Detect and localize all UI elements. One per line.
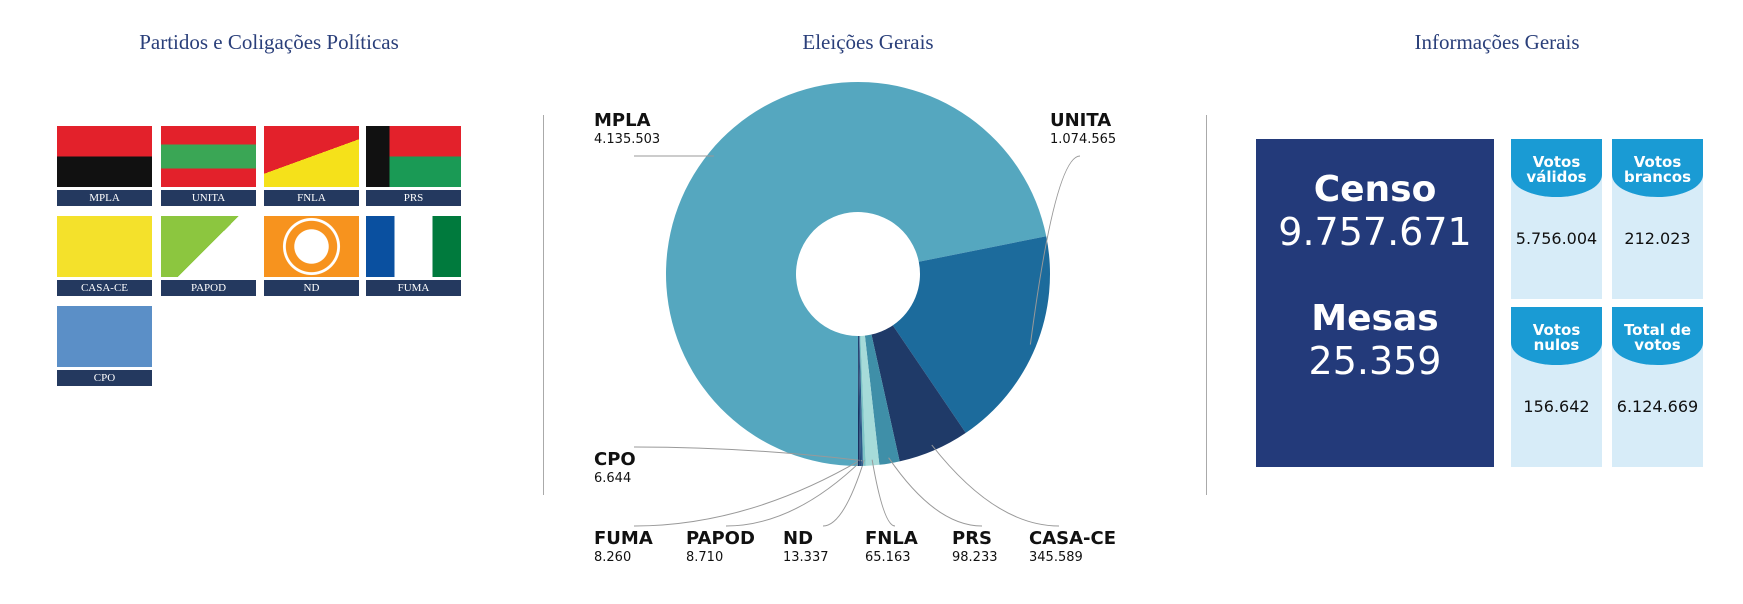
vote-box-value: 212.023 [1624, 229, 1691, 248]
vote-box: Votos brancos 212.023 [1612, 139, 1703, 299]
slice-value: 1.074.565 [1050, 132, 1116, 147]
vote-box-value: 6.124.669 [1616, 397, 1699, 416]
leader-line [822, 459, 865, 527]
pie-slice [666, 82, 1047, 466]
party-flag [366, 216, 461, 277]
mesas-label: Mesas [1311, 298, 1439, 339]
vote-box-value: 5.756.004 [1515, 229, 1598, 248]
leader-line [633, 459, 861, 527]
censo-label: Censo [1313, 169, 1437, 210]
leader-line [871, 459, 896, 527]
slice-value: 8.260 [594, 550, 631, 565]
slice-label: FNLA [865, 528, 918, 549]
party-label: UNITA [161, 190, 256, 206]
leader-line [725, 459, 863, 527]
party-label: MPLA [57, 190, 152, 206]
party-flag [264, 126, 359, 187]
party-label: FUMA [366, 280, 461, 296]
pie-slice [859, 335, 866, 466]
slice-label: ND [783, 528, 813, 549]
party-label: FNLA [264, 190, 359, 206]
vote-box: Votos nulos 156.642 [1511, 307, 1602, 467]
slice-value: 6.644 [594, 471, 631, 486]
parties-title: Partidos e Coligações Políticas [139, 30, 399, 54]
pie-slice [871, 325, 966, 462]
party-flag [57, 126, 152, 187]
vote-box-label: Votos brancos [1612, 139, 1703, 197]
party-label: CPO [57, 370, 152, 386]
info-title: Informações Gerais [1414, 30, 1580, 54]
censo-value: 9.757.671 [1278, 210, 1472, 254]
vote-box-value: 156.642 [1523, 397, 1590, 416]
slice-value: 98.233 [952, 550, 998, 565]
leader-line [931, 444, 1060, 527]
party-flag [57, 306, 152, 367]
leader-line [633, 446, 859, 461]
party-flag [57, 216, 152, 277]
pie-slice [864, 334, 900, 465]
party-flag [161, 216, 256, 277]
pie-slice [859, 335, 863, 466]
vote-box-label: Votos válidos [1511, 139, 1602, 197]
slice-label: MPLA [594, 110, 651, 131]
chart-title: Eleições Gerais [802, 30, 934, 54]
mesas-value: 25.359 [1308, 339, 1442, 383]
vote-box: Total de votos 6.124.669 [1612, 307, 1703, 467]
divider [543, 115, 544, 495]
vote-box: Votos válidos 5.756.004 [1511, 139, 1602, 299]
slice-label: UNITA [1050, 110, 1111, 131]
pie-slice [858, 335, 860, 466]
party-label: ND [264, 280, 359, 296]
slice-label: FUMA [594, 528, 653, 549]
slice-label: CASA-CE [1029, 528, 1116, 549]
slice-value: 345.589 [1029, 550, 1083, 565]
party-label: PRS [366, 190, 461, 206]
slice-value: 4.135.503 [594, 132, 660, 147]
summary-box: Censo 9.757.671 Mesas 25.359 [1256, 139, 1494, 467]
party-flag [366, 126, 461, 187]
vote-box-label: Votos nulos [1511, 307, 1602, 365]
slice-value: 13.337 [783, 550, 829, 565]
party-flag [264, 216, 359, 277]
slice-label: PRS [952, 528, 992, 549]
leader-line [888, 457, 983, 527]
divider [1206, 115, 1207, 495]
slice-value: 8.710 [686, 550, 723, 565]
vote-box-label: Total de votos [1612, 307, 1703, 365]
slice-value: 65.163 [865, 550, 911, 565]
slice-label: PAPOD [686, 528, 755, 549]
pie-slice [858, 335, 862, 466]
leader-line [1029, 155, 1081, 345]
party-flag [161, 126, 256, 187]
pie-slice [892, 236, 1050, 433]
pie-slice [860, 335, 880, 466]
party-label: PAPOD [161, 280, 256, 296]
party-label: CASA-CE [57, 280, 152, 296]
slice-label: CPO [594, 449, 636, 470]
